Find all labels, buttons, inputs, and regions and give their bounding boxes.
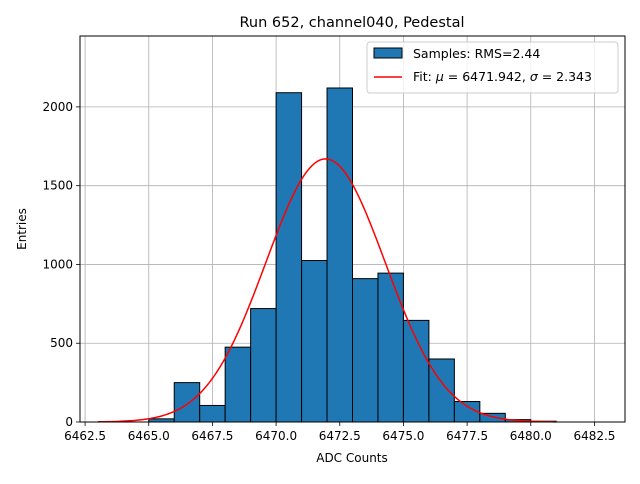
histogram-bar: [301, 260, 328, 423]
y-tick-label: 0: [65, 415, 73, 429]
x-tick-label: 6480.0: [510, 429, 552, 443]
x-tick-label: 6462.5: [64, 429, 106, 443]
y-tick-label: 1500: [42, 179, 73, 193]
histogram-bar: [402, 319, 430, 423]
y-axis-ticks: 0 500 1000 1500 2000: [42, 100, 80, 429]
x-tick-label: 6465.0: [128, 429, 170, 443]
histogram-bar: [377, 272, 404, 423]
fit-curve-layer: [97, 158, 557, 423]
plot-frame: [79, 35, 626, 423]
legend-box: [366, 41, 619, 94]
chart-title: Run 652, channel040, Pedestal: [239, 15, 464, 31]
histogram-bar: [250, 308, 277, 423]
histogram-bar: [173, 382, 201, 423]
x-axis-label: ADC Counts: [316, 451, 388, 465]
y-tick-label: 1000: [42, 257, 73, 271]
legend-label-fit: Fit: μ = 6471.942, σ = 2.343: [413, 69, 592, 84]
histogram-bar: [275, 92, 303, 423]
y-tick-label: 500: [50, 336, 73, 350]
histogram-bar: [352, 278, 379, 423]
y-axis-label: Entries: [15, 208, 29, 250]
x-tick-label: 6472.5: [319, 429, 361, 443]
histogram-bars: [148, 87, 557, 423]
x-tick-label: 6475.0: [382, 429, 424, 443]
histogram-bar: [224, 346, 252, 423]
legend-label-samples: Samples: RMS=2.44: [413, 46, 540, 61]
y-tick-label: 2000: [42, 100, 73, 114]
fit-curve: [97, 158, 557, 423]
histogram-bar: [199, 404, 226, 423]
histogram-bar: [326, 87, 354, 423]
x-axis-ticks: 6462.5 6465.0 6467.5 6470.0 6472.5 6475.0 6477…: [64, 422, 615, 443]
x-tick-label: 6477.5: [446, 429, 488, 443]
x-tick-label: 6470.0: [255, 429, 297, 443]
legend-swatch-samples: [373, 47, 403, 59]
x-tick-label: 6482.5: [573, 429, 615, 443]
legend: Samples: RMS=2.44 Fit: μ = 6471.942, σ =…: [366, 41, 619, 94]
x-tick-label: 6467.5: [191, 429, 233, 443]
